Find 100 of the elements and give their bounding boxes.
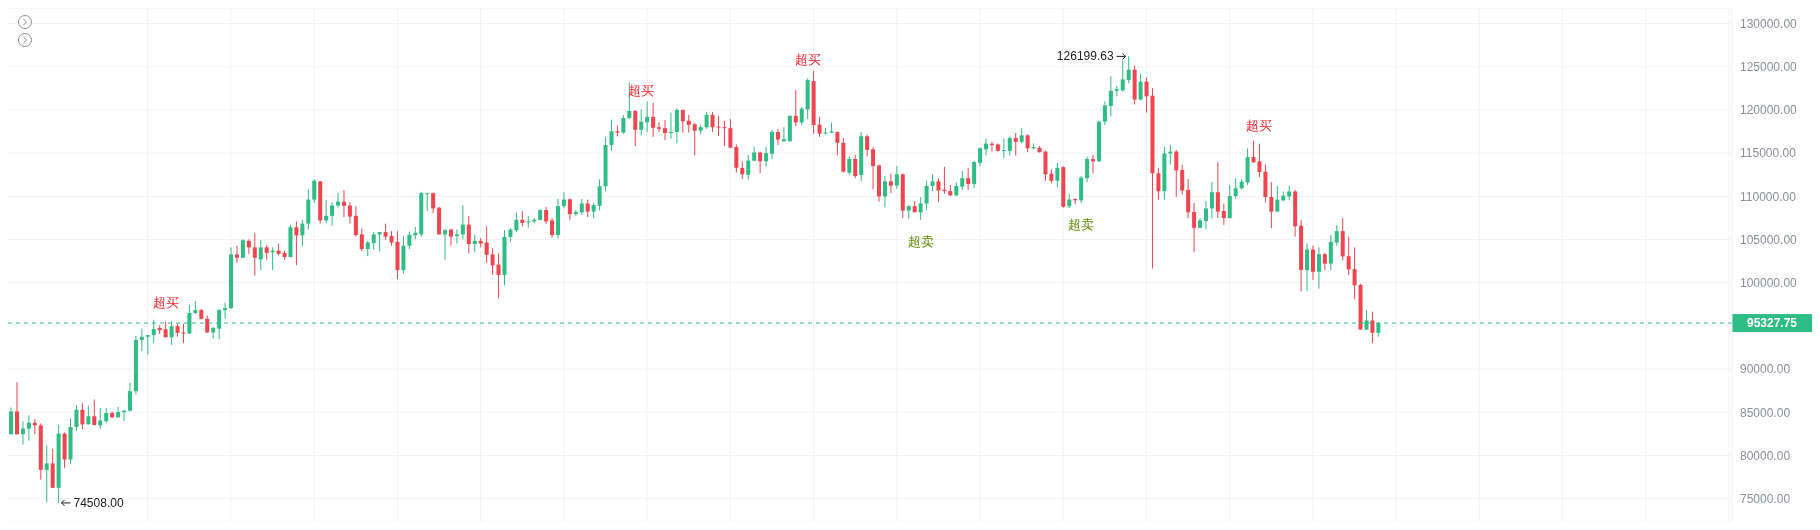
candlestick <box>127 382 132 412</box>
candlestick <box>460 204 465 240</box>
candlestick <box>514 211 519 233</box>
candlestick <box>1108 75 1113 117</box>
annotation: 超买 <box>794 52 821 68</box>
candlestick <box>918 196 923 221</box>
candlestick <box>710 111 715 133</box>
candlestick <box>674 107 679 144</box>
annotation: 74508.00 <box>73 495 124 510</box>
candlestick <box>294 220 299 266</box>
annotation: 超买 <box>152 295 179 311</box>
candlestick <box>9 407 14 436</box>
candlestick <box>1305 242 1310 292</box>
candlestick <box>1079 175 1084 204</box>
candlestick <box>764 146 769 168</box>
candlestick <box>888 173 893 194</box>
candlestick <box>781 126 786 143</box>
candlestick <box>1352 246 1357 300</box>
candlestick <box>1007 135 1012 156</box>
candlestick <box>240 238 245 259</box>
candlestick <box>300 219 305 247</box>
annotation: 超卖 <box>1068 216 1095 232</box>
y-tick-label: 85000.00 <box>1740 405 1791 420</box>
candlestick <box>1126 55 1131 84</box>
candlestick <box>550 217 555 239</box>
candlestick <box>341 189 346 218</box>
candlestick <box>258 239 263 271</box>
candlestick <box>657 121 662 133</box>
candlestick <box>639 108 644 136</box>
candlestick <box>1180 164 1185 196</box>
candlestick <box>1085 155 1090 183</box>
candlestick <box>651 102 656 138</box>
candlestick <box>692 122 697 156</box>
candlestick <box>746 154 751 181</box>
candlestick <box>1334 224 1339 247</box>
annotation: 超卖 <box>907 233 934 249</box>
candlestick <box>1328 234 1333 271</box>
y-tick-label: 75000.00 <box>1740 491 1791 506</box>
ref-line-label: 95327.75 <box>1746 316 1798 331</box>
candlestick <box>1120 60 1125 92</box>
candlestick <box>1043 150 1048 182</box>
candlestick <box>1316 246 1321 290</box>
candlestick <box>312 178 317 204</box>
y-tick-label: 125000.00 <box>1740 60 1798 74</box>
y-tick-label: 110000.00 <box>1740 189 1797 204</box>
candlestick <box>145 334 150 356</box>
candlestick <box>1013 132 1018 157</box>
candlestick <box>728 118 733 149</box>
candlestick <box>234 245 239 264</box>
candlestick <box>98 407 103 430</box>
candlestick <box>425 192 430 212</box>
candlestick <box>680 108 685 134</box>
candlestick <box>1346 236 1351 276</box>
y-tick-label: 115000.00 <box>1740 146 1797 161</box>
candlestick <box>26 414 31 442</box>
candlestick <box>770 129 775 160</box>
candlestick <box>668 112 673 140</box>
candlestick <box>960 170 965 191</box>
candlestick <box>775 128 780 146</box>
candlestick <box>793 89 798 127</box>
candlestick <box>74 404 79 432</box>
candlestick <box>443 228 448 261</box>
candlestick <box>924 180 929 211</box>
candlestick <box>758 151 763 174</box>
candlestick <box>894 165 899 190</box>
candlestick <box>252 232 257 277</box>
candlestick <box>15 381 20 436</box>
candlestick <box>835 130 840 156</box>
candlestick <box>966 167 971 191</box>
candlestick <box>80 402 85 430</box>
y-tick-label: 80000.00 <box>1740 448 1791 463</box>
candlestick <box>817 116 822 138</box>
candlestick <box>853 154 858 179</box>
candlestick <box>353 205 358 238</box>
candlestick <box>1156 167 1161 201</box>
y-tick-label: 130000.00 <box>1740 16 1798 31</box>
candlestick <box>978 146 983 167</box>
candlestick <box>882 175 887 208</box>
candlestick <box>865 134 870 157</box>
annotation: 超买 <box>1246 117 1273 133</box>
candlestick <box>984 138 989 156</box>
candlestick <box>871 146 876 190</box>
candlestick <box>139 328 144 352</box>
candlestick <box>645 101 650 133</box>
candlestick <box>466 215 471 254</box>
candlestick <box>110 410 115 419</box>
candlestick <box>347 201 352 225</box>
y-tick-label: 105000.00 <box>1740 232 1798 247</box>
candlestick <box>1275 185 1280 213</box>
candlestick <box>116 406 121 419</box>
candlestick <box>1370 311 1375 344</box>
candlestick <box>847 155 852 176</box>
candlestick <box>1174 149 1179 198</box>
candlestick <box>734 143 739 174</box>
candlestick <box>633 109 638 147</box>
candlestick <box>1186 178 1191 219</box>
candlestick <box>1055 162 1060 188</box>
candlestick <box>561 191 566 209</box>
candlestick <box>1215 161 1220 219</box>
candlestick <box>223 302 228 320</box>
